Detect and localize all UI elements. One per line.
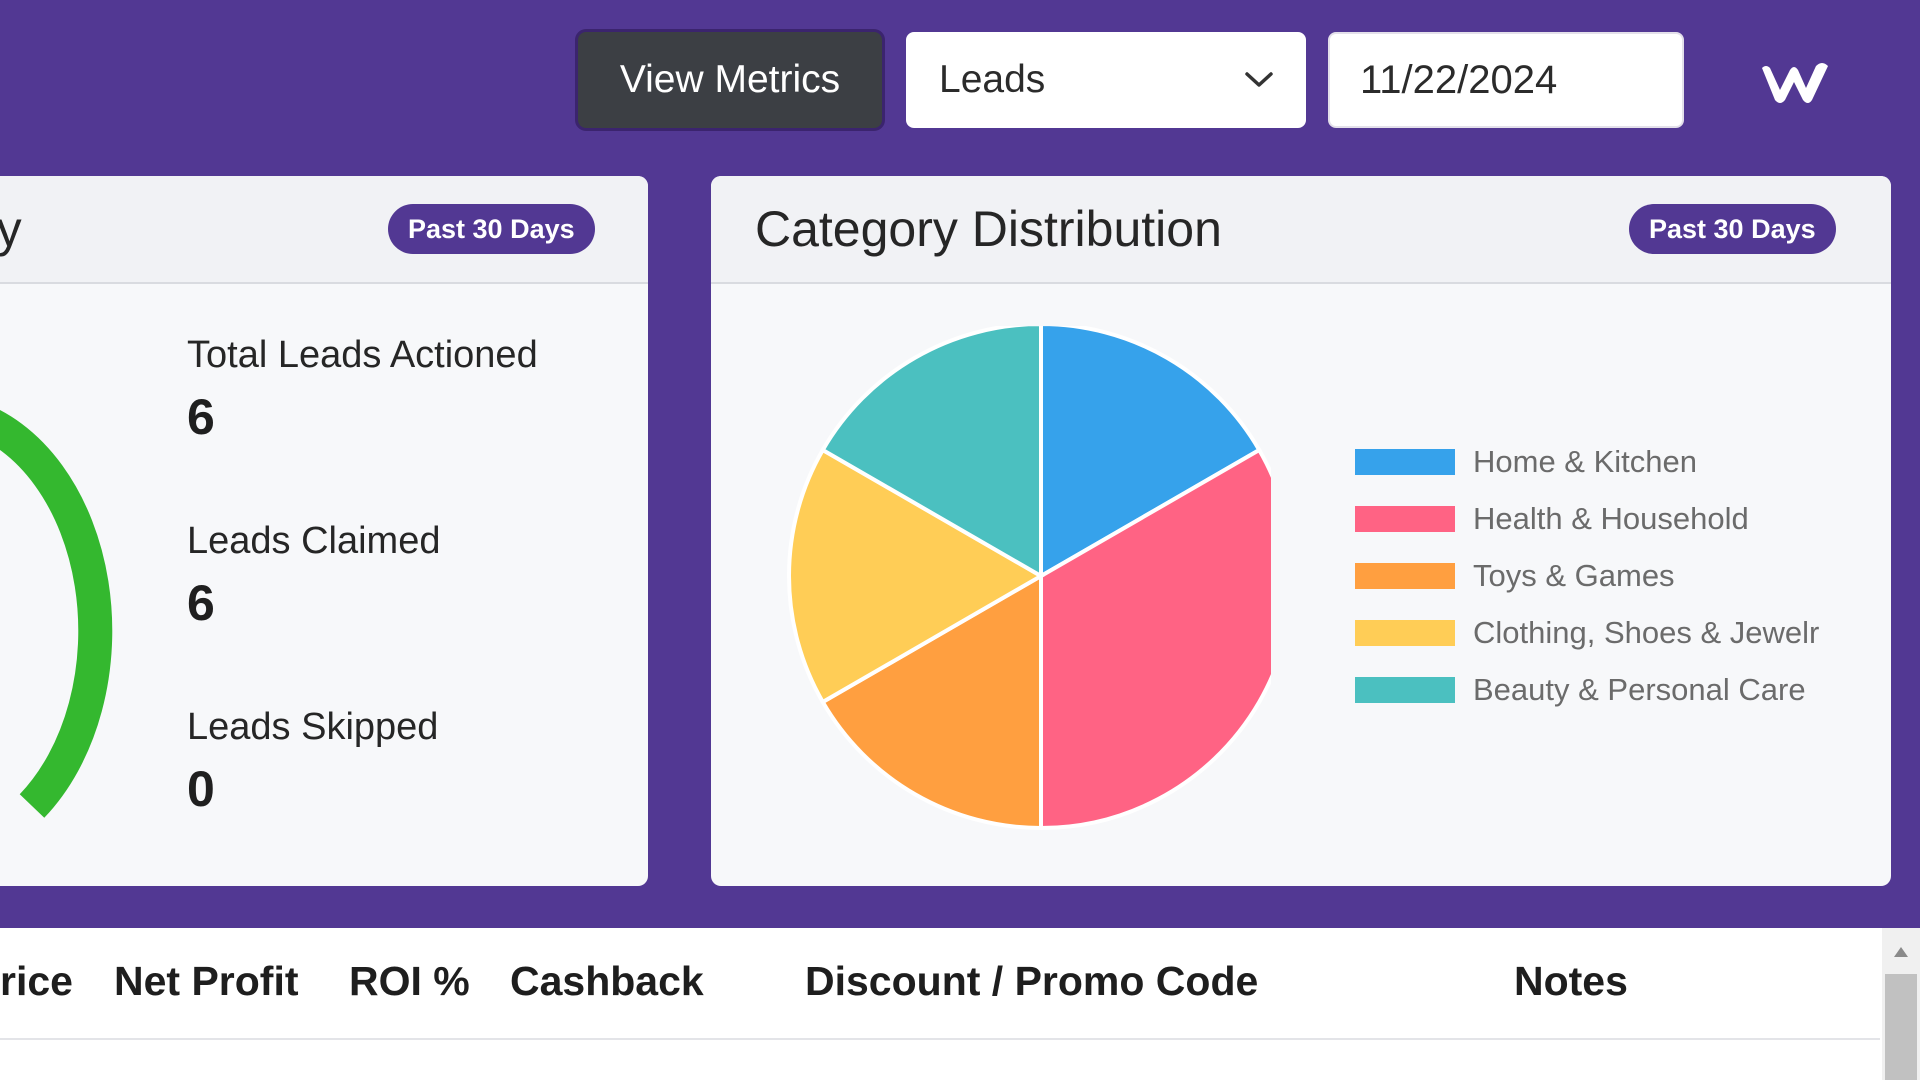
legend-label: Beauty & Personal Care	[1473, 672, 1806, 707]
legend-item[interactable]: Health & Household	[1355, 499, 1749, 539]
column-roi[interactable]: ROI %	[349, 958, 470, 1004]
view-metrics-button[interactable]: View Metrics	[578, 32, 882, 128]
legend-item[interactable]: Beauty & Personal Care	[1355, 670, 1806, 710]
pie-slice-beauty-personal-care[interactable]	[820, 326, 1043, 580]
vertical-scrollbar[interactable]	[1882, 928, 1920, 1080]
period-badge: Past 30 Days	[1629, 204, 1836, 254]
gauge-arc	[0, 410, 113, 818]
legend-item[interactable]: Home & Kitchen	[1355, 442, 1697, 482]
column-price[interactable]: rice	[0, 958, 73, 1004]
leads-skipped-value: 0	[187, 761, 215, 817]
legend-item[interactable]: Clothing, Shoes & Jewelr	[1355, 613, 1819, 653]
pie-slice-clothing-shoes-jewelr[interactable]	[787, 447, 1045, 705]
column-notes[interactable]: Notes	[1514, 958, 1628, 1004]
leads-table-header: rice Net Profit ROI % Cashback Discount …	[0, 928, 1880, 1040]
pie-slice-health-household[interactable]	[1039, 447, 1271, 831]
leads-claimed-label: Leads Claimed	[187, 520, 441, 562]
legend-item[interactable]: Toys & Games	[1355, 556, 1675, 596]
leads-skipped-label: Leads Skipped	[187, 706, 439, 748]
column-discount-promo-code[interactable]: Discount / Promo Code	[805, 958, 1259, 1004]
total-leads-actioned-value: 6	[187, 389, 215, 445]
chevron-down-icon	[1242, 63, 1276, 97]
category-pie-chart	[787, 326, 1271, 831]
legend-label: Toys & Games	[1473, 558, 1675, 593]
total-leads-actioned-label: Total Leads Actioned	[187, 334, 538, 376]
legend-swatch	[1355, 506, 1455, 532]
view-type-select[interactable]: Leads	[906, 32, 1306, 128]
pie-slice-home-kitchen[interactable]	[1039, 326, 1262, 580]
pie-slice-toys-games[interactable]	[820, 572, 1043, 831]
date-input[interactable]: 11/22/2024	[1328, 32, 1684, 128]
legend-label: Clothing, Shoes & Jewelr	[1473, 615, 1820, 650]
brand-logo-icon[interactable]	[1760, 60, 1830, 106]
leads-claimed-value: 6	[187, 575, 215, 631]
period-badge: Past 30 Days	[388, 204, 595, 254]
legend-label: Home & Kitchen	[1473, 444, 1697, 479]
legend-swatch	[1355, 620, 1455, 646]
card-title: Category Distribution	[755, 201, 1222, 257]
column-net-profit[interactable]: Net Profit	[114, 958, 299, 1004]
legend-label: Health & Household	[1473, 501, 1749, 536]
leads-gauge	[0, 410, 113, 818]
scroll-up-arrow-icon[interactable]	[1882, 938, 1920, 966]
legend-swatch	[1355, 677, 1455, 703]
leads-summary-card: ry Past 30 Days Total Leads Actioned 6 L…	[0, 176, 648, 886]
scrollbar-thumb[interactable]	[1885, 974, 1917, 1080]
card-title: ry	[0, 201, 22, 257]
card-header: ry Past 30 Days	[0, 176, 648, 284]
select-value: Leads	[939, 58, 1046, 101]
legend-swatch	[1355, 449, 1455, 475]
column-cashback[interactable]: Cashback	[510, 958, 704, 1004]
category-distribution-card: Category Distribution Past 30 Days Home …	[711, 176, 1891, 886]
card-header: Category Distribution Past 30 Days	[711, 176, 1891, 284]
legend-swatch	[1355, 563, 1455, 589]
